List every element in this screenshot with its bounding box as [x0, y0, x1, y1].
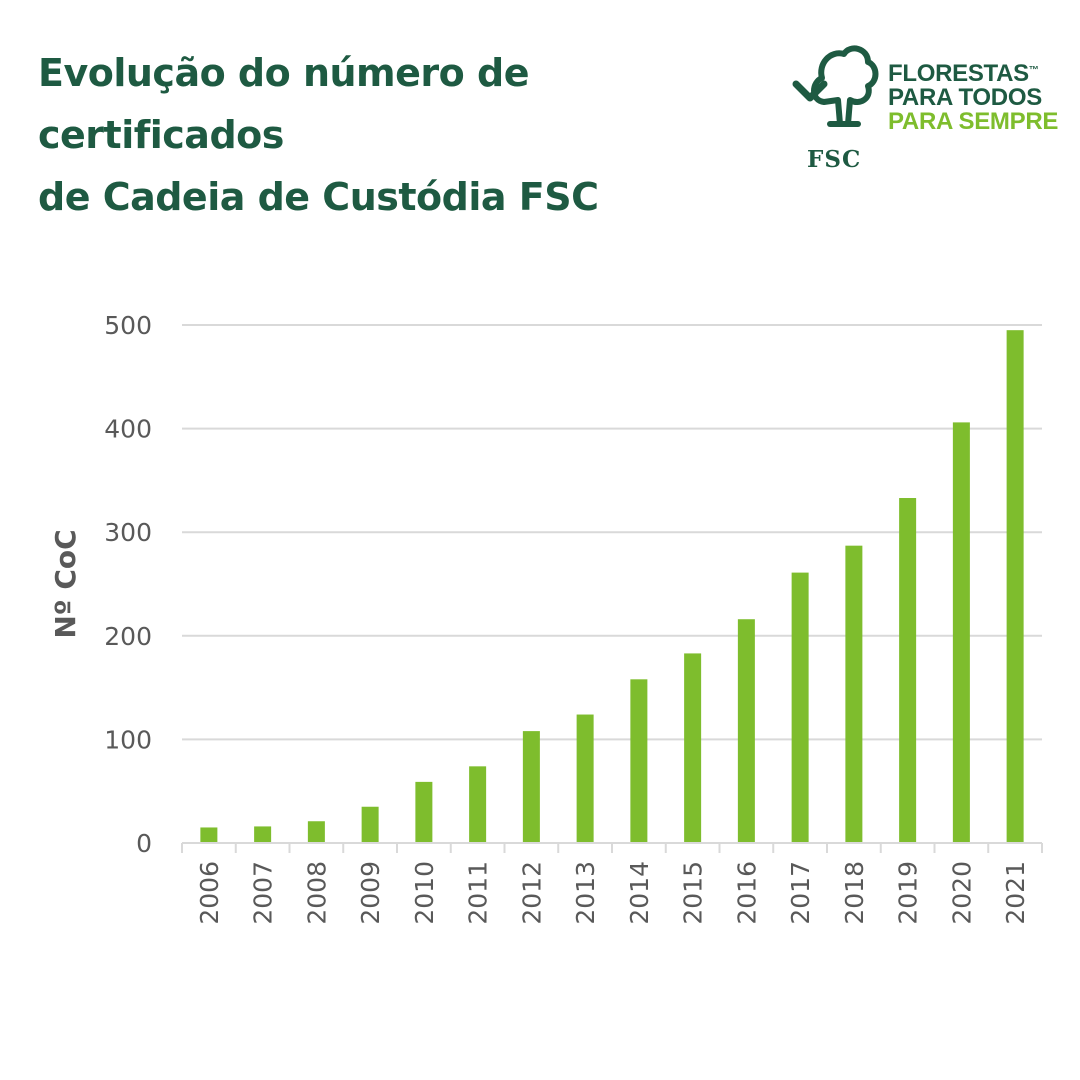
x-tick-label: 2008 [302, 861, 331, 925]
x-tick-label: 2006 [195, 861, 224, 925]
trademark-mark: ™ [1028, 65, 1039, 76]
bar-2008 [307, 821, 325, 843]
fsc-slogan: FLORESTAS™ PARA TODOS PARA SEMPRE [888, 62, 1058, 134]
x-tick-label: 2010 [410, 861, 439, 925]
bar-2020 [952, 422, 970, 843]
bar-2010 [415, 781, 433, 843]
bar-2018 [845, 545, 863, 843]
bar-chart: 0 100 200 300 400 500 2006 2007 2008 2009 2010 2011… [49, 311, 1043, 925]
bar-2007 [254, 826, 272, 843]
x-tick-label: 2013 [571, 861, 600, 925]
x-tick-label: 2021 [1001, 861, 1030, 925]
slogan-line-2: PARA TODOS [888, 84, 1042, 111]
bar-2014 [630, 679, 648, 843]
x-tick-label: 2017 [786, 861, 815, 925]
x-tick-label: 2020 [947, 861, 976, 925]
y-tick-label: 500 [104, 311, 152, 340]
fsc-brand-text: FSC [807, 146, 862, 173]
x-tick-label: 2018 [840, 861, 869, 925]
x-tick-label: 2007 [249, 861, 278, 925]
bar-2012 [522, 731, 540, 843]
bar-2019 [899, 498, 917, 843]
x-tick-label: 2009 [356, 861, 385, 925]
y-tick-label: 0 [136, 829, 152, 858]
bar-2013 [576, 714, 594, 843]
fsc-tree-checkmark-logo-icon [792, 45, 879, 127]
fsc-logo: FSC FLORESTAS™ PARA TODOS PARA SEMPRE [790, 40, 1070, 173]
x-tick-label: 2012 [517, 861, 546, 925]
x-tick-label: 2016 [732, 861, 761, 925]
page-title: Evolução do número de certificados de Ca… [38, 42, 768, 228]
title-line-2: de Cadeia de Custódia FSC [38, 175, 599, 219]
x-tick-label: 2015 [679, 861, 708, 925]
bar-2011 [469, 766, 487, 843]
bar-2021 [1006, 330, 1024, 843]
y-tick-label: 100 [104, 725, 152, 754]
bar-2006 [200, 827, 218, 843]
title-line-1: Evolução do número de certificados [38, 51, 529, 157]
slogan-line-3: PARA SEMPRE [888, 108, 1059, 135]
bar-2016 [737, 619, 755, 843]
y-axis-title: Nº CoC [49, 529, 82, 638]
y-tick-label: 300 [104, 518, 152, 547]
bar-2015 [684, 653, 702, 843]
y-tick-label: 400 [104, 415, 152, 444]
x-tick-label: 2011 [464, 861, 493, 925]
bar-2017 [791, 572, 809, 843]
x-tick-label: 2014 [625, 861, 654, 925]
chart-container: 0 100 200 300 400 500 2006 2007 2008 2009 2010 2011… [0, 260, 1080, 960]
slogan-line-1: FLORESTAS [888, 60, 1029, 87]
y-tick-label: 200 [104, 622, 152, 651]
bar-2009 [361, 806, 379, 843]
x-tick-label: 2019 [894, 861, 923, 925]
